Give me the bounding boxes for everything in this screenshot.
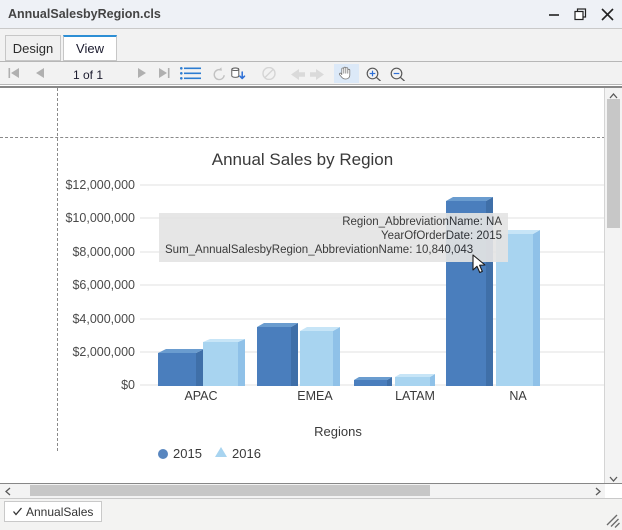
svg-text:Regions: Regions [314, 424, 362, 439]
svg-text:$6,000,000: $6,000,000 [72, 278, 135, 292]
svg-text:$0: $0 [121, 378, 135, 392]
svg-text:$12,000,000: $12,000,000 [65, 178, 135, 192]
svg-text:LATAM: LATAM [395, 389, 435, 403]
svg-text:EMEA: EMEA [297, 389, 333, 403]
svg-text:$2,000,000: $2,000,000 [72, 345, 135, 359]
svg-text:2016: 2016 [232, 446, 261, 461]
svg-text:NA: NA [509, 389, 527, 403]
svg-text:$10,000,000: $10,000,000 [65, 211, 135, 225]
svg-text:2015: 2015 [173, 446, 202, 461]
svg-text:$8,000,000: $8,000,000 [72, 245, 135, 259]
svg-text:APAC: APAC [184, 389, 217, 403]
svg-text:$4,000,000: $4,000,000 [72, 312, 135, 326]
